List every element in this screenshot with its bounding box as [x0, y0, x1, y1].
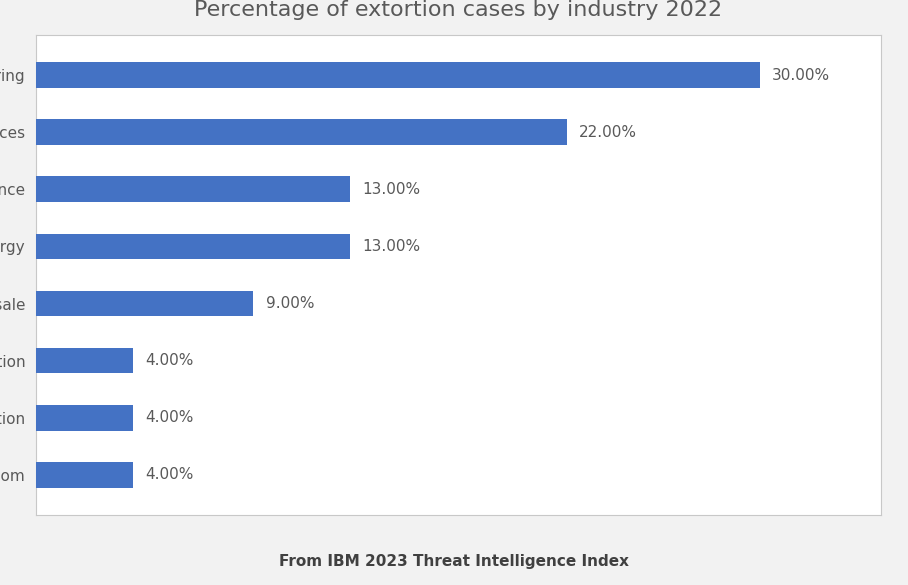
Bar	[36, 177, 350, 202]
Text: 22.00%: 22.00%	[579, 125, 637, 140]
Bar	[36, 291, 253, 316]
Bar	[36, 62, 760, 88]
Text: From IBM 2023 Threat Intelligence Index: From IBM 2023 Threat Intelligence Index	[279, 554, 629, 569]
Bar	[36, 347, 133, 373]
Text: 4.00%: 4.00%	[145, 353, 193, 368]
Text: 4.00%: 4.00%	[145, 410, 193, 425]
Title: Percentage of extortion cases by industry 2022: Percentage of extortion cases by industr…	[194, 0, 723, 20]
Bar	[36, 119, 568, 145]
Text: 13.00%: 13.00%	[362, 182, 420, 197]
Text: 4.00%: 4.00%	[145, 467, 193, 482]
Text: 13.00%: 13.00%	[362, 239, 420, 254]
Bar	[36, 233, 350, 259]
Text: 9.00%: 9.00%	[265, 296, 314, 311]
Text: 30.00%: 30.00%	[772, 68, 830, 82]
Bar	[36, 405, 133, 431]
Bar	[36, 462, 133, 488]
